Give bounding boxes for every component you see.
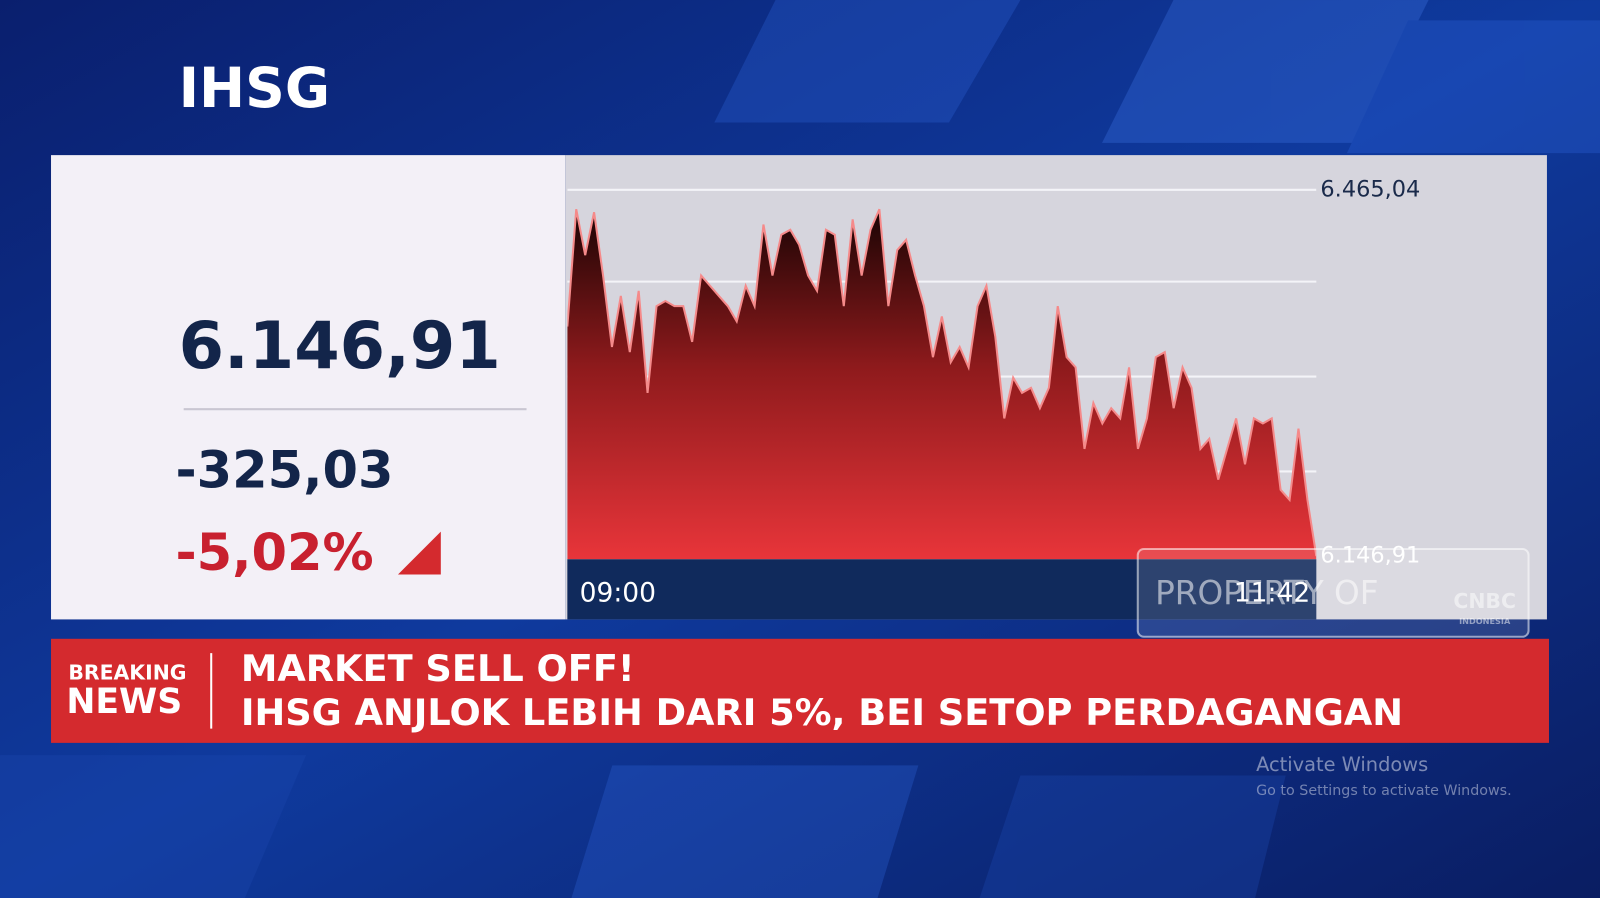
logo-sub: INDONESIA xyxy=(1459,616,1511,626)
os-notice-subtitle: Go to Settings to activate Windows. xyxy=(1256,783,1512,799)
x-tick-label: 11:42 xyxy=(1234,577,1310,608)
watermark: PROPERTY OF xyxy=(1155,574,1378,612)
title: IHSG xyxy=(179,56,331,120)
watermark-box xyxy=(1136,547,1530,638)
news-label: NEWS xyxy=(66,682,182,722)
headline: IHSG ANJLOK LEBIH DARI 5%, BEI SETOP PER… xyxy=(241,691,1403,734)
y-tick-label: 6.465,04 xyxy=(1320,176,1420,202)
quote-panel xyxy=(51,155,566,620)
x-tick-label: 09:00 xyxy=(580,577,656,608)
plot xyxy=(567,188,1317,560)
breaking-banner xyxy=(51,638,1549,743)
os-notice-title: Activate Windows xyxy=(1256,753,1428,776)
y-tick-label: 6.146,91 xyxy=(1320,543,1420,569)
area xyxy=(567,209,1317,560)
last-price: 6.146,91 xyxy=(179,308,501,384)
logo: CNBC xyxy=(1453,589,1516,613)
axes: 6.465,04 6.146,91 09:00 11:42 xyxy=(580,176,1421,608)
breaking-label: BREAKING xyxy=(68,660,186,684)
change: -325,03 xyxy=(176,441,394,500)
line xyxy=(567,208,1317,557)
headline: MARKET SELL OFF! xyxy=(241,647,635,690)
time-band xyxy=(567,559,1317,620)
down-arrow xyxy=(397,531,441,575)
change-percent: -5,02% xyxy=(176,524,374,583)
